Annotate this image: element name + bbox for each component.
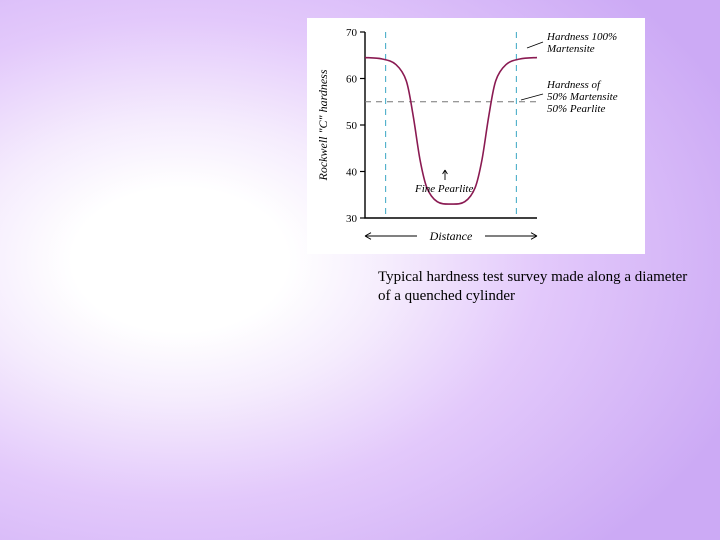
svg-text:60: 60 xyxy=(346,74,358,86)
svg-text:Distance: Distance xyxy=(429,229,473,243)
svg-text:50: 50 xyxy=(346,120,358,132)
hardness-chart: 30 40 50 60 70 Distance Rockwell "C" hardness H… xyxy=(307,18,645,254)
svg-text:70: 70 xyxy=(346,27,358,39)
svg-text:Rockwell "C" hardness: Rockwell "C" hardness xyxy=(316,69,330,181)
fine-pearlite-label: Fine Pearlite xyxy=(414,183,473,195)
hardness-50-50-label: Hardness of xyxy=(546,79,602,91)
svg-text:30: 30 xyxy=(346,213,358,225)
hardness-50-50-label: 50% Martensite xyxy=(547,91,618,103)
hardness-chart-svg: 30 40 50 60 70 Distance Rockwell "C" hardness H… xyxy=(307,18,645,254)
slide: { "layout": { "chart_box": { "left": 307… xyxy=(0,0,720,540)
hardness-100-martensite-label: Hardness 100% xyxy=(546,31,617,43)
hardness-50-50-label: 50% Pearlite xyxy=(547,103,605,115)
hardness-100-martensite-label: Martensite xyxy=(546,43,595,55)
svg-text:40: 40 xyxy=(346,167,358,179)
chart-caption: Typical hardness test survey made along … xyxy=(378,268,688,306)
